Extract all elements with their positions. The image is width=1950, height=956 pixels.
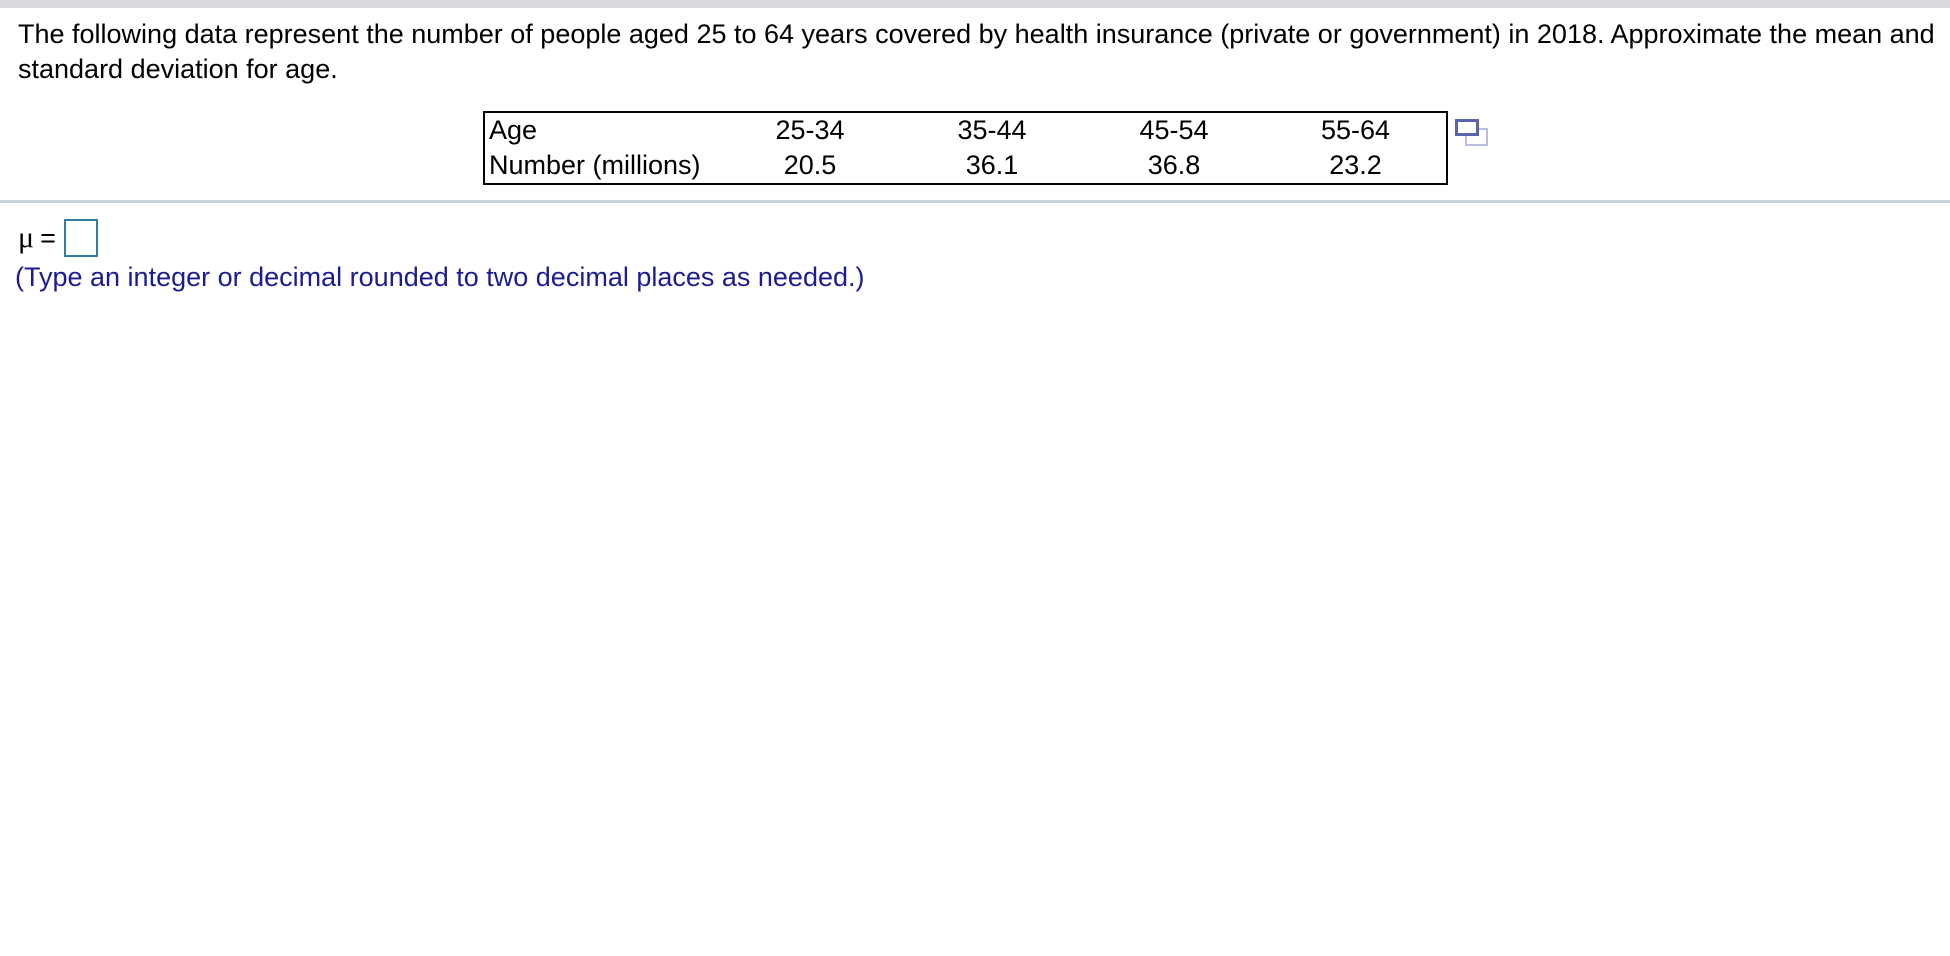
table-cell-number-2: 36.1 [965, 150, 1019, 180]
problem-statement: The following data represent the number … [18, 17, 1935, 87]
section-divider [0, 200, 1950, 203]
problem-statement-line1: The following data represent the number … [18, 19, 1935, 49]
table-row-label-number: Number (millions) [489, 150, 701, 180]
problem-statement-line2: standard deviation for age. [18, 54, 338, 84]
mean-answer-input[interactable] [63, 219, 98, 257]
table-row-age: Age 25-34 35-44 45-54 55-64 [484, 112, 1447, 148]
table-cell-age-2: 35-44 [957, 115, 1027, 145]
mu-symbol: μ [18, 221, 35, 254]
table-cell-age-3: 45-54 [1139, 115, 1209, 145]
popout-window-icon[interactable] [1455, 119, 1489, 149]
frequency-table: Age 25-34 35-44 45-54 55-64 Number (mill… [483, 111, 1448, 185]
table-cell-number-4: 23.2 [1329, 150, 1382, 180]
table-cell-age-4: 55-64 [1320, 115, 1391, 145]
table-cell-number-3: 36.8 [1147, 150, 1201, 180]
table-row-label-age: Age [489, 115, 538, 145]
table-cell-age-1: 25-34 [775, 115, 845, 145]
table-cell-number-1: 20.5 [783, 150, 837, 180]
table-row-number: Number (millions) 20.5 36.1 36.8 23.2 [484, 148, 1447, 184]
popout-icon-front-rect [1455, 119, 1479, 136]
equals-sign: = [40, 222, 56, 253]
answer-instruction: (Type an integer or decimal rounded to t… [15, 262, 865, 292]
answer-row: μ = [18, 219, 98, 257]
top-border-bar [0, 0, 1950, 8]
